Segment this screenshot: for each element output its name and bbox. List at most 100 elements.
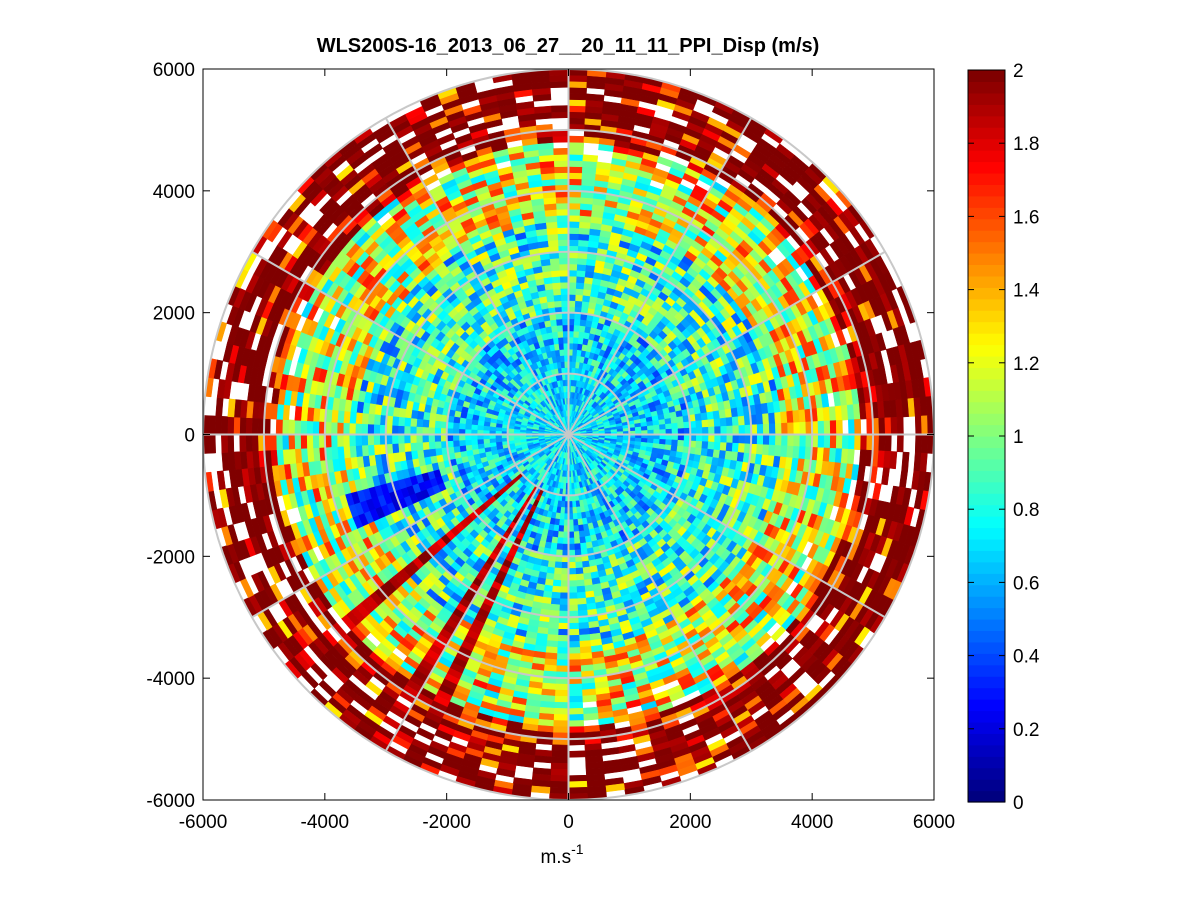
heat-cell bbox=[568, 208, 581, 216]
heat-cell bbox=[557, 634, 569, 642]
heat-cell bbox=[647, 425, 654, 431]
heat-cell bbox=[568, 701, 584, 709]
heat-cell bbox=[659, 424, 667, 430]
heat-cell bbox=[581, 300, 590, 309]
heat-cell bbox=[572, 506, 578, 514]
heat-cell bbox=[578, 634, 591, 642]
heat-cell bbox=[576, 591, 586, 599]
heat-cell bbox=[585, 93, 605, 102]
heat-cell bbox=[732, 434, 740, 444]
heat-cell bbox=[560, 574, 569, 581]
heat-cell bbox=[677, 422, 685, 430]
heat-cell bbox=[694, 413, 703, 422]
heat-cell bbox=[889, 451, 898, 470]
heat-cell bbox=[551, 591, 561, 599]
heat-cell bbox=[558, 622, 569, 630]
heat-cell bbox=[545, 640, 558, 648]
heat-cell bbox=[575, 294, 584, 302]
heat-cell bbox=[576, 270, 586, 278]
heat-cell bbox=[732, 425, 740, 435]
heat-cell bbox=[572, 519, 579, 526]
heat-cell bbox=[762, 413, 770, 425]
heat-cell bbox=[568, 202, 581, 210]
heat-cell bbox=[762, 434, 770, 446]
heat-cell bbox=[568, 714, 584, 722]
heat-cell bbox=[921, 415, 929, 435]
heat-cell bbox=[756, 424, 764, 435]
heat-cell bbox=[568, 774, 587, 782]
heat-cell bbox=[574, 300, 583, 308]
heat-cell bbox=[576, 585, 586, 593]
heat-cell bbox=[781, 422, 789, 435]
heat-cell bbox=[878, 417, 886, 435]
heat-cell bbox=[823, 434, 831, 449]
heat-cell bbox=[568, 568, 577, 575]
heat-cell bbox=[659, 439, 667, 445]
heat-cell bbox=[554, 683, 569, 691]
heat-cell bbox=[738, 425, 746, 435]
heat-cell bbox=[573, 324, 581, 332]
heat-cell bbox=[781, 434, 789, 447]
heat-cell bbox=[658, 419, 666, 426]
heat-cell bbox=[702, 426, 709, 435]
heat-cell bbox=[768, 444, 776, 457]
heat-cell bbox=[582, 294, 591, 303]
heat-cell bbox=[701, 419, 709, 428]
chart-title: WLS200S-16_2013_06_27__20_11_11_PPI_Disp… bbox=[317, 35, 820, 57]
heat-cell bbox=[568, 275, 578, 283]
heat-cell bbox=[708, 434, 715, 443]
heat-cell bbox=[640, 425, 648, 431]
heat-cell bbox=[731, 442, 740, 453]
heat-cell bbox=[568, 604, 578, 612]
heat-cell bbox=[578, 239, 590, 247]
heat-cell bbox=[573, 330, 580, 338]
heat-cell bbox=[568, 166, 583, 174]
heat-cell bbox=[568, 695, 583, 703]
heat-cell bbox=[568, 665, 582, 673]
heat-cell bbox=[553, 701, 569, 709]
heat-cell bbox=[725, 417, 733, 427]
heat-cell bbox=[914, 415, 923, 435]
heat-cell bbox=[695, 440, 703, 449]
heat-cell bbox=[714, 426, 722, 435]
heat-cell bbox=[568, 111, 586, 119]
heat-cell bbox=[568, 196, 582, 204]
heat-cell bbox=[553, 567, 562, 575]
heat-cell bbox=[731, 416, 740, 427]
heat-cell bbox=[695, 434, 703, 442]
heat-cell bbox=[568, 178, 583, 186]
heat-cell bbox=[547, 560, 556, 569]
heat-cell bbox=[719, 442, 727, 452]
heat-cell bbox=[579, 209, 593, 217]
heat-cell bbox=[579, 542, 587, 550]
heat-cell bbox=[726, 425, 734, 435]
heat-cell bbox=[860, 434, 868, 451]
heat-cell bbox=[551, 585, 561, 593]
heat-cell bbox=[636, 106, 656, 118]
heat-cell bbox=[568, 269, 578, 277]
heat-cell bbox=[835, 434, 843, 450]
heat-cell bbox=[552, 720, 569, 728]
heat-cell bbox=[568, 221, 580, 228]
heat-cell bbox=[574, 561, 583, 569]
heat-cell bbox=[780, 411, 788, 424]
heat-cell bbox=[575, 288, 585, 296]
heat-cell bbox=[560, 568, 569, 575]
heat-cell bbox=[568, 239, 579, 247]
heat-cell bbox=[568, 288, 577, 295]
heat-cell bbox=[848, 434, 856, 450]
heat-cell bbox=[780, 445, 788, 458]
heat-cell bbox=[530, 785, 551, 794]
heat-cell bbox=[581, 560, 590, 569]
heat-cell bbox=[702, 434, 709, 443]
heat-cell bbox=[533, 755, 552, 764]
heat-cell bbox=[707, 418, 715, 428]
heat-cell bbox=[707, 441, 715, 451]
heat-cell bbox=[568, 689, 583, 697]
heat-cell bbox=[665, 423, 673, 430]
heat-cell bbox=[554, 695, 569, 703]
heat-cell bbox=[568, 580, 577, 588]
heat-cell bbox=[787, 422, 795, 435]
heat-cell bbox=[775, 423, 782, 435]
heat-cell bbox=[665, 439, 673, 446]
